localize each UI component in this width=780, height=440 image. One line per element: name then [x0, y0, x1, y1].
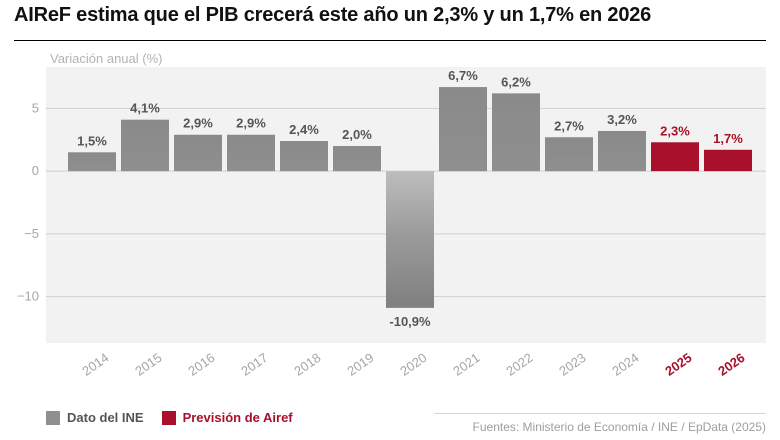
- chart-title: AIReF estima que el PIB crecerá este año…: [14, 4, 652, 26]
- x-tick-label-2019: 2019: [344, 350, 376, 379]
- data-label-2019: 2,0%: [342, 127, 372, 142]
- bar-2022: [492, 93, 540, 172]
- x-tick-label-2021: 2021: [450, 350, 482, 379]
- x-tick-label-2016: 2016: [185, 350, 217, 379]
- x-tick-label-2014: 2014: [79, 350, 111, 379]
- data-label-2025: 2,3%: [660, 123, 690, 138]
- data-label-2021: 6,7%: [448, 68, 478, 83]
- x-tick-label-2025: 2025: [662, 350, 694, 379]
- bar-2017: [227, 134, 275, 172]
- bar-2018: [280, 141, 328, 172]
- bar-2016: [174, 134, 222, 172]
- x-tick-label-2020: 2020: [397, 350, 429, 379]
- bar-2019: [333, 146, 381, 172]
- legend-item-ine: Dato del INE: [46, 410, 144, 425]
- data-label-2026: 1,7%: [713, 131, 743, 146]
- data-label-2018: 2,4%: [289, 122, 319, 137]
- y-tick-label: 5: [32, 100, 39, 115]
- x-tick-label-2026: 2026: [715, 350, 747, 379]
- bar-2026: [704, 149, 752, 172]
- source-note: Fuentes: Ministerio de Economía / INE / …: [472, 420, 766, 434]
- data-label-2015: 4,1%: [130, 101, 160, 116]
- x-tick-label-2015: 2015: [132, 350, 164, 379]
- y-axis-label: Variación anual (%): [50, 51, 163, 66]
- x-tick-label-2017: 2017: [238, 350, 270, 379]
- data-label-2014: 1,5%: [77, 133, 107, 148]
- y-tick-label: 0: [32, 163, 39, 178]
- legend-swatch-airef: [161, 410, 176, 425]
- bar-2023: [545, 137, 593, 172]
- x-tick-label-2022: 2022: [503, 350, 535, 379]
- y-tick-label: −5: [24, 226, 39, 241]
- data-label-2024: 3,2%: [607, 112, 637, 127]
- source-divider: [434, 413, 766, 414]
- legend-label-airef: Previsión de Airef: [182, 410, 293, 425]
- legend-swatch-ine: [46, 410, 60, 425]
- data-label-2022: 6,2%: [501, 74, 531, 89]
- x-tick-label-2023: 2023: [556, 350, 588, 379]
- legend-item-airef: Previsión de Airef: [161, 410, 293, 425]
- bar-2025: [651, 142, 699, 172]
- bar-2020: [386, 171, 434, 308]
- bar-2014: [68, 152, 116, 172]
- legend: Dato del INE Previsión de Airef: [46, 410, 311, 425]
- data-label-2016: 2,9%: [183, 116, 213, 131]
- y-tick-label: −10: [17, 289, 39, 304]
- x-tick-label-2024: 2024: [609, 350, 641, 379]
- data-label-2017: 2,9%: [236, 116, 266, 131]
- bar-2024: [598, 130, 646, 172]
- bar-2021: [439, 87, 487, 172]
- x-tick-label-2018: 2018: [291, 350, 323, 379]
- legend-label-ine: Dato del INE: [67, 410, 144, 425]
- title-divider: [14, 40, 766, 41]
- data-label-2020: -10,9%: [389, 314, 431, 329]
- bar-2015: [121, 119, 169, 172]
- data-label-2023: 2,7%: [554, 118, 584, 133]
